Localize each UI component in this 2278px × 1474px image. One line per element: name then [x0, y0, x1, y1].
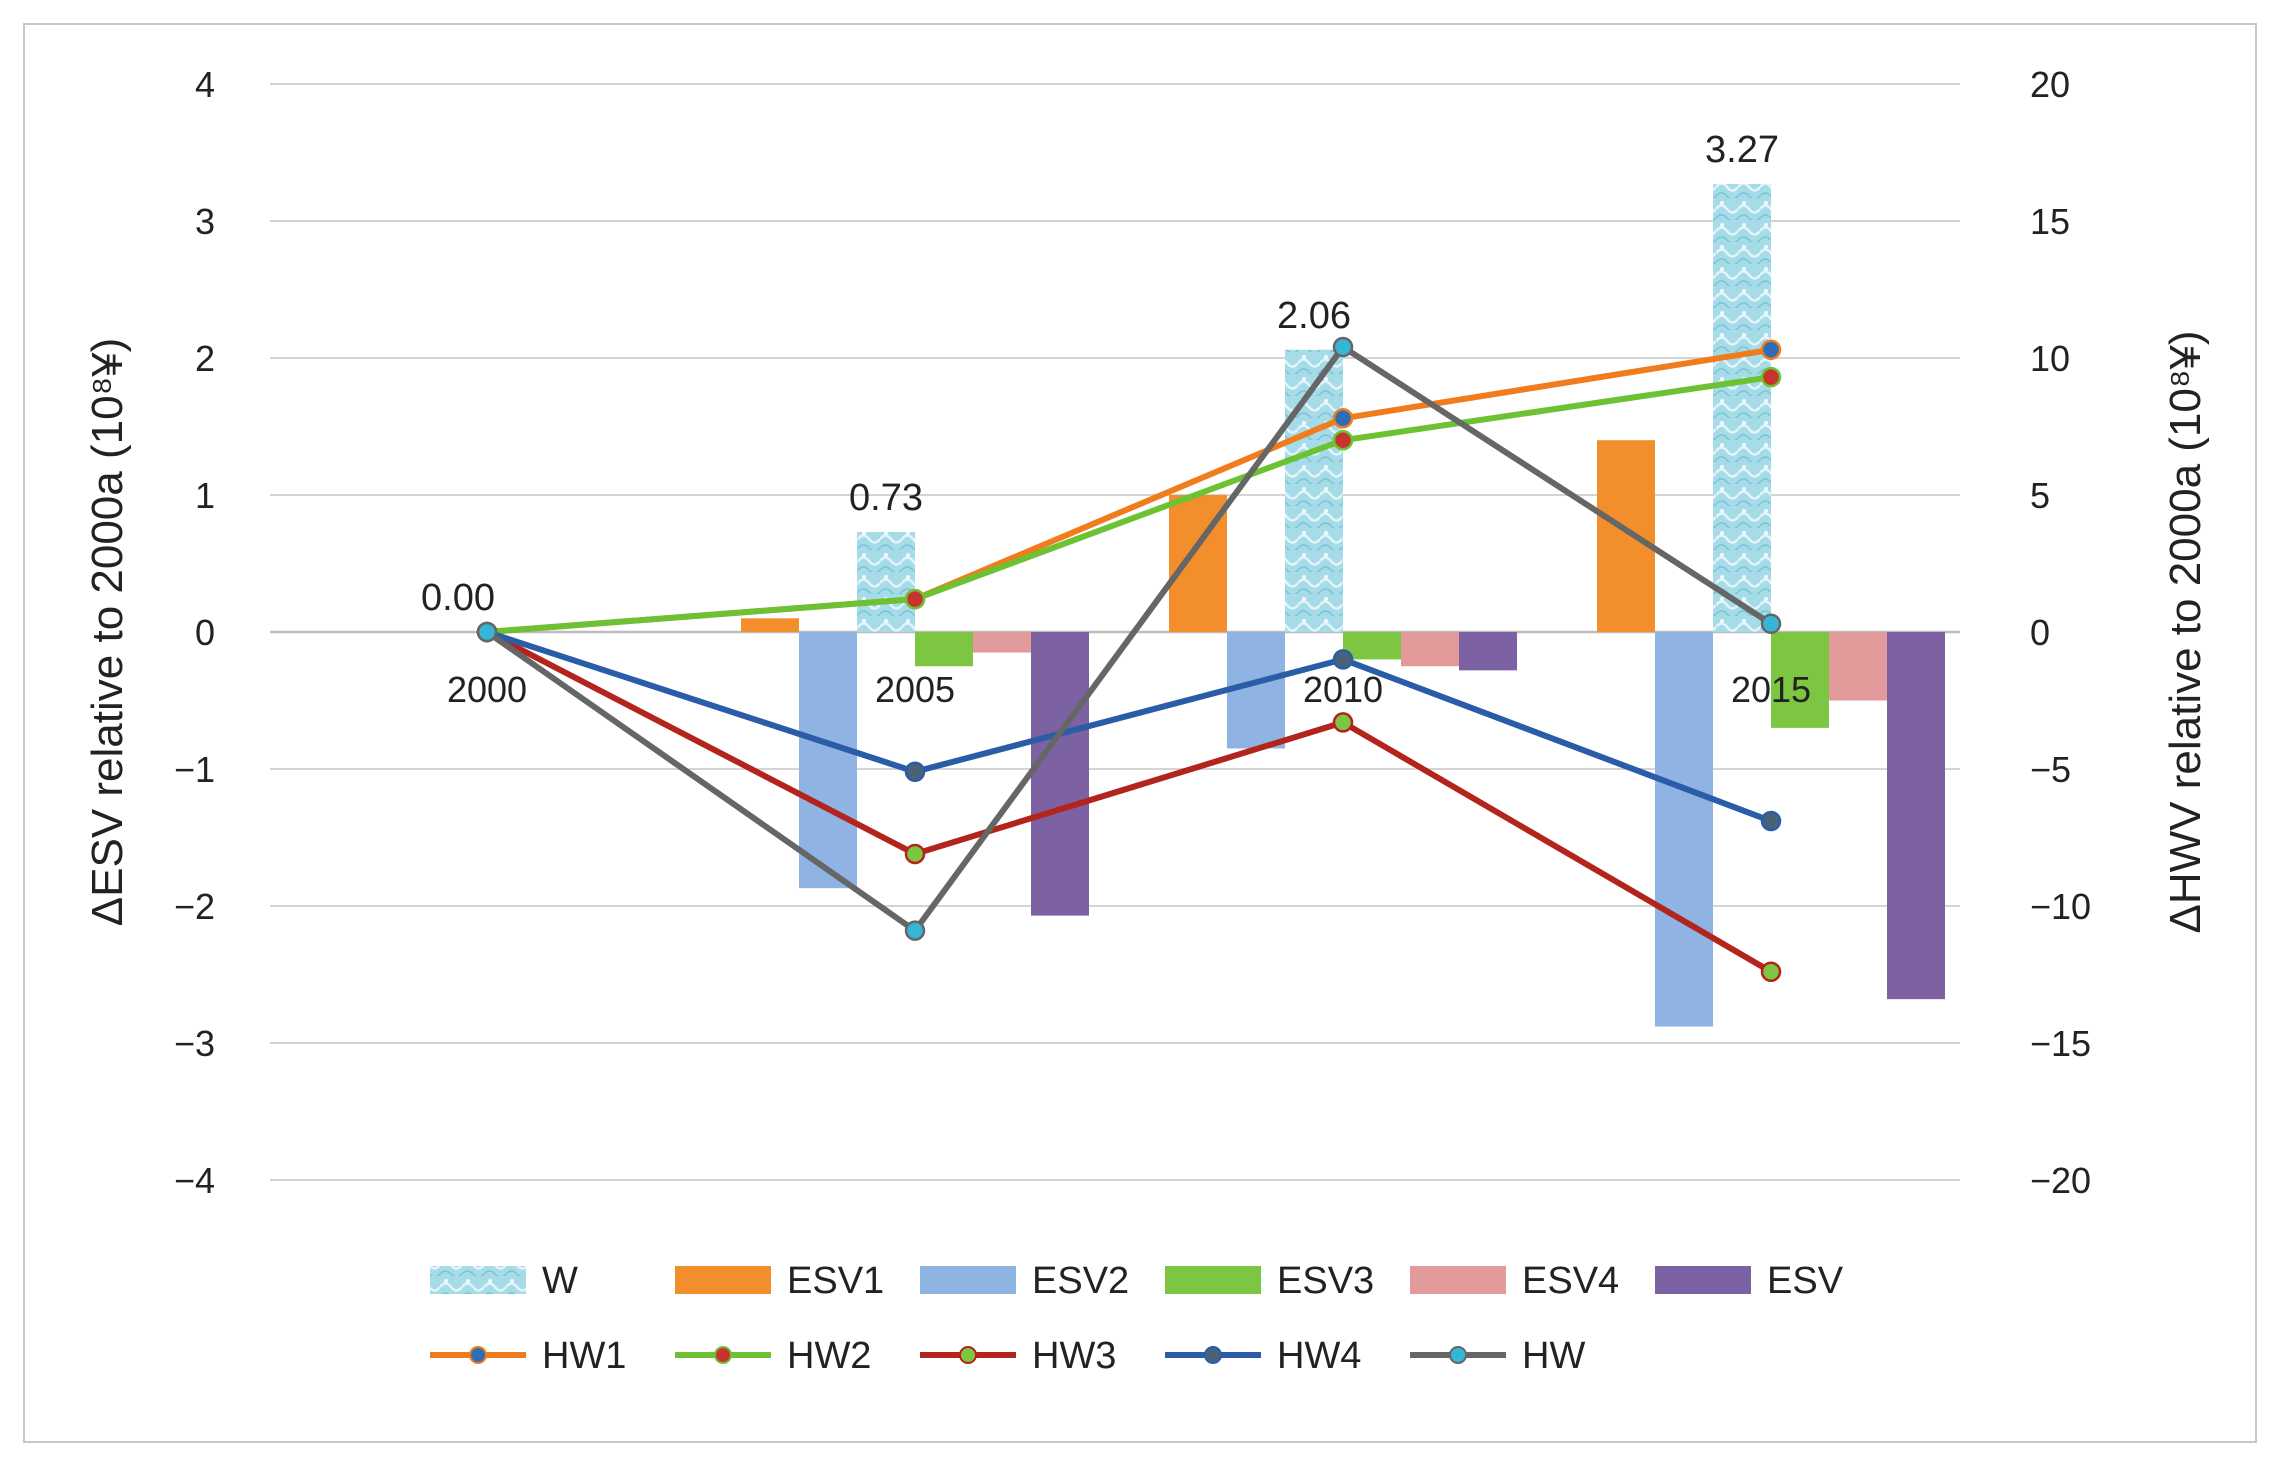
category-label: 2010 [1303, 669, 1383, 710]
right-axis-title: ΔHWV relative to 2000a (10⁸¥) [2161, 330, 2210, 933]
bar-esv2 [799, 632, 857, 889]
legend-swatch-esv3 [1165, 1266, 1261, 1294]
left-tick-label: 4 [195, 64, 215, 105]
marker-hw3 [1332, 712, 1354, 733]
marker-hw1 [1760, 339, 1782, 361]
marker-hw4 [1332, 649, 1354, 670]
legend-marker-hw2 [714, 1346, 732, 1364]
legend-item-hw1: HW1 [430, 1335, 626, 1377]
category-label: 2000 [447, 669, 527, 710]
bar-esv3 [915, 632, 973, 667]
left-tick-label: −3 [174, 1023, 215, 1064]
category-label: 2005 [875, 669, 955, 710]
legend-swatch-esv2 [920, 1266, 1016, 1294]
legend-item-esv1: ESV1 [675, 1260, 884, 1302]
legend-item-esv3: ESV3 [1165, 1260, 1374, 1302]
bar-esv4 [1401, 632, 1459, 667]
legend-marker-hw3 [959, 1346, 977, 1364]
legend-swatch-esv4 [1410, 1266, 1506, 1294]
left-tick-label: 0 [195, 612, 215, 653]
marker-hw [476, 621, 498, 643]
bar-esv4 [1829, 632, 1887, 701]
right-tick-label: 20 [2030, 64, 2070, 105]
legend-label: ESV2 [1032, 1260, 1129, 1302]
line-hw3 [485, 629, 1773, 975]
data-label-w: 0.00 [421, 577, 495, 619]
right-tick-label: 0 [2030, 612, 2050, 653]
bar-esv [1459, 632, 1517, 671]
chart-frame [23, 23, 2257, 1443]
legend-label: HW2 [787, 1335, 871, 1377]
marker-hw [904, 920, 926, 941]
left-tick-label: −4 [174, 1160, 215, 1201]
marker-hw4 [904, 761, 926, 782]
legend-marker-hw1 [469, 1346, 487, 1364]
right-tick-label: −10 [2030, 886, 2091, 927]
legend-label: HW [1522, 1335, 1585, 1377]
legend-label: ESV1 [787, 1260, 884, 1302]
legend-marker-hw [1449, 1346, 1467, 1364]
legend-item-hw4: HW4 [1165, 1335, 1361, 1377]
marker-hw1 [1332, 408, 1354, 429]
bar-esv4 [973, 632, 1031, 653]
right-tick-label: 5 [2030, 475, 2050, 516]
legend-item-hw: HW [1410, 1335, 1585, 1377]
right-tick-label: −15 [2030, 1023, 2091, 1064]
bar-esv [1887, 632, 1945, 1000]
left-tick-label: 2 [195, 338, 215, 379]
right-tick-label: 15 [2030, 201, 2070, 242]
legend-label: ESV4 [1522, 1260, 1619, 1302]
bar-esv2 [1655, 632, 1713, 1027]
bar-esv3 [1771, 632, 1829, 728]
bar-esv3 [1343, 632, 1401, 660]
legend-label: HW1 [542, 1335, 626, 1377]
legend-item-hw3: HW3 [920, 1335, 1116, 1377]
legend-swatch-esv1 [675, 1266, 771, 1294]
marker-hw2 [1760, 366, 1782, 388]
legend-item-esv4: ESV4 [1410, 1260, 1619, 1302]
marker-hw2 [1332, 429, 1354, 451]
legend-item-esv2: ESV2 [920, 1260, 1129, 1302]
legend-swatch-w [430, 1266, 526, 1294]
legend-label: W [542, 1260, 578, 1302]
right-tick-label: −5 [2030, 749, 2071, 790]
legend-item-w: W [430, 1260, 578, 1302]
marker-hw2 [904, 588, 926, 610]
bar-w [1713, 184, 1771, 632]
legend-item-hw2: HW2 [675, 1335, 871, 1377]
legend-label: ESV [1767, 1260, 1844, 1302]
bar-esv1 [741, 618, 799, 632]
right-tick-label: −20 [2030, 1160, 2091, 1201]
left-tick-label: 1 [195, 475, 215, 516]
legend-label: HW3 [1032, 1335, 1116, 1377]
data-label-w: 0.73 [849, 477, 923, 519]
right-tick-label: 10 [2030, 338, 2070, 379]
line-hw [485, 344, 1773, 934]
data-label-w: 2.06 [1277, 295, 1351, 337]
legend-swatch-esv [1655, 1266, 1751, 1294]
marker-hw [1760, 613, 1782, 635]
legend-label: HW4 [1277, 1335, 1361, 1377]
line-hw4 [486, 629, 1773, 824]
legend-marker-hw4 [1204, 1346, 1222, 1364]
left-tick-label: −2 [174, 886, 215, 927]
legend-label: ESV3 [1277, 1260, 1374, 1302]
data-label-w: 3.27 [1705, 129, 1779, 171]
bar-esv [1031, 632, 1089, 916]
left-tick-label: 3 [195, 201, 215, 242]
marker-hw4 [1760, 810, 1782, 832]
legend-item-esv: ESV [1655, 1260, 1844, 1302]
line-hw2 [486, 374, 1772, 635]
left-axis-title: ΔESV relative to 2000a (10⁸¥) [83, 338, 132, 927]
marker-hw3 [904, 843, 926, 865]
bar-esv1 [1597, 440, 1655, 632]
category-label: 2015 [1731, 669, 1811, 710]
bar-w [1285, 349, 1343, 632]
marker-hw3 [1760, 961, 1782, 983]
marker-hw [1332, 336, 1354, 358]
bar-w [857, 531, 915, 632]
left-tick-label: −1 [174, 749, 215, 790]
